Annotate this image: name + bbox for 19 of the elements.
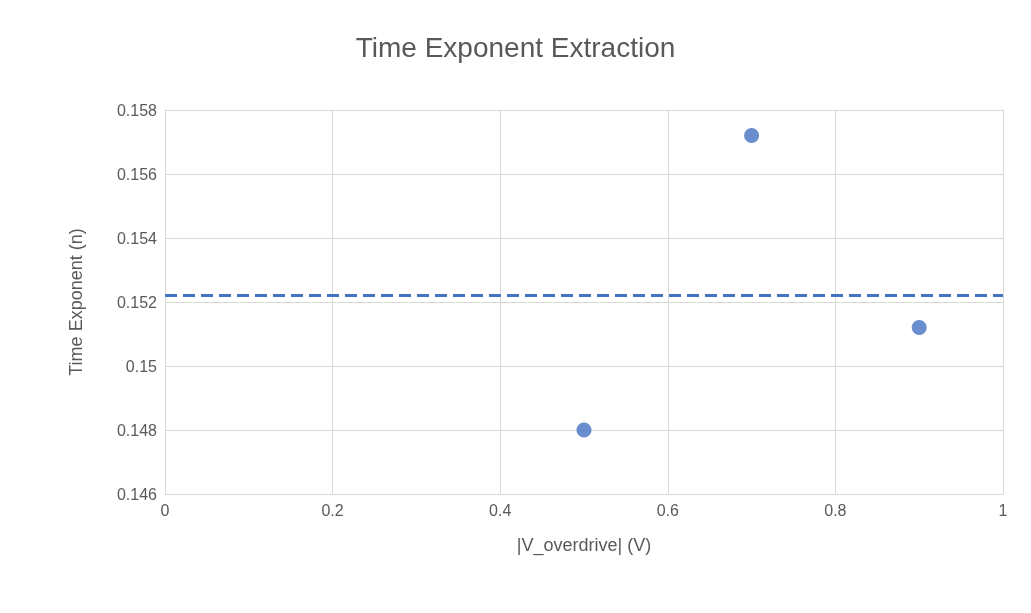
y-tick-label: 0.158 bbox=[116, 101, 158, 119]
y-tick-label: 0.156 bbox=[116, 165, 158, 183]
x-tick-label: 0.2 bbox=[321, 501, 344, 519]
x-tick-label: 0.8 bbox=[824, 501, 847, 519]
x-tick-label: 0.4 bbox=[489, 501, 512, 519]
y-axis-title: Time Exponent (n) bbox=[66, 228, 86, 376]
x-tick-label: 0.6 bbox=[656, 501, 680, 519]
point bbox=[744, 128, 760, 144]
y-tick-label: 0.152 bbox=[116, 293, 158, 311]
y-tick-label: 0.146 bbox=[116, 485, 158, 503]
x-axis-title: |V_overdrive| (V) bbox=[516, 535, 652, 556]
chart-title: Time Exponent Extraction bbox=[355, 31, 676, 63]
point bbox=[576, 422, 592, 438]
point bbox=[911, 320, 927, 336]
x-tick-label: 0 bbox=[160, 501, 170, 519]
y-tick-label: 0.148 bbox=[116, 421, 158, 439]
y-tick-label: 0.15 bbox=[125, 357, 158, 375]
y-tick-label: 0.154 bbox=[116, 229, 158, 247]
x-tick-label: 1 bbox=[998, 501, 1008, 519]
